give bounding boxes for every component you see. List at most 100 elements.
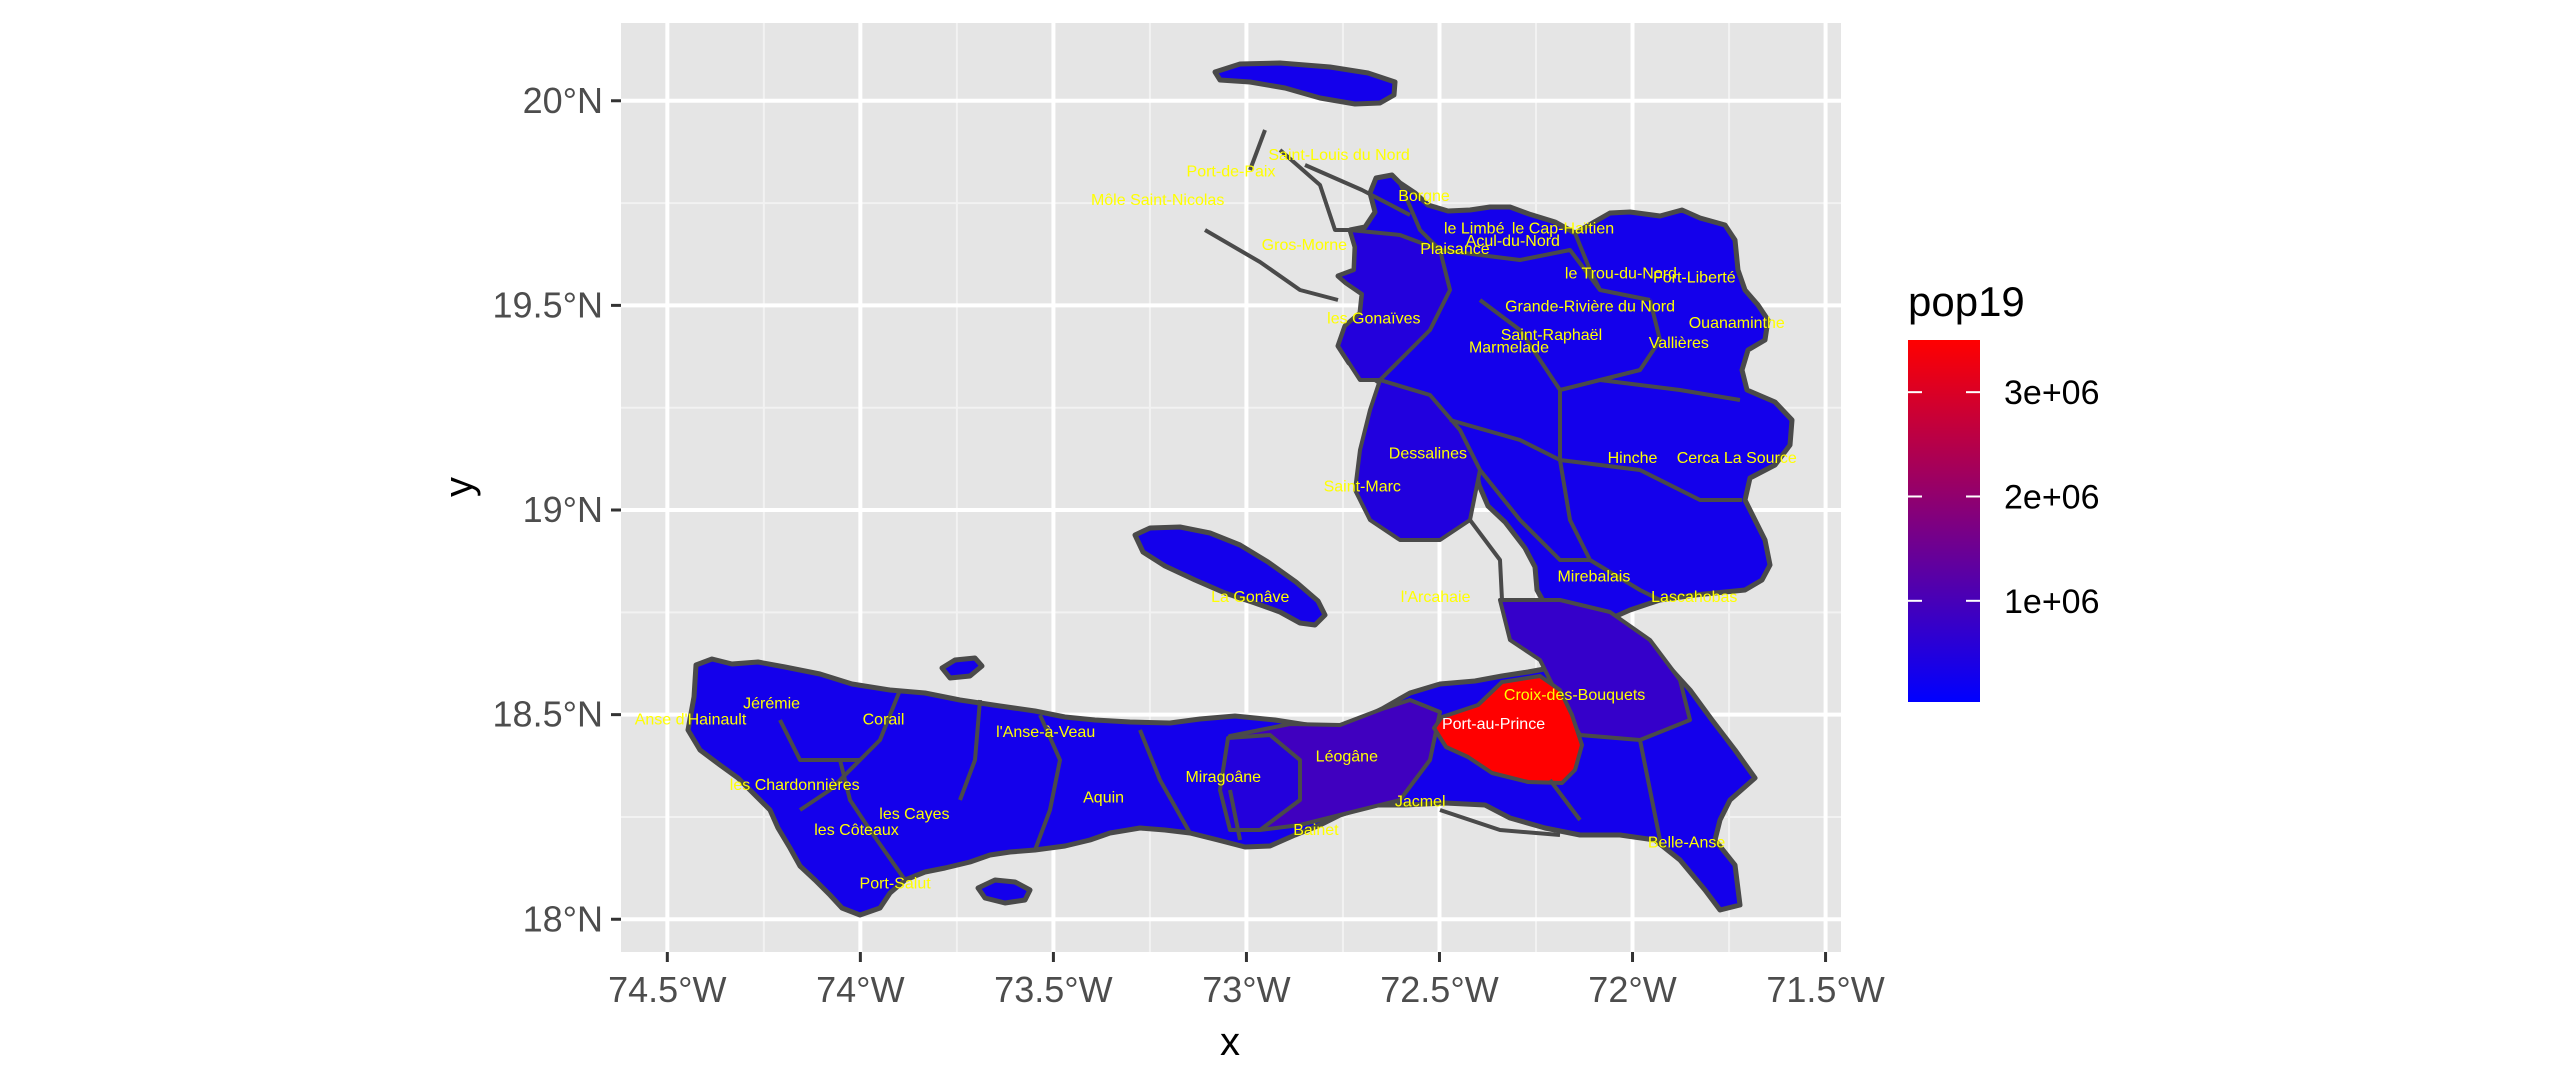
region-border <box>1398 182 1442 252</box>
region-label: Môle Saint-Nicolas <box>1091 192 1224 209</box>
legend-label: 3e+06 <box>2004 374 2100 412</box>
y-tick-label: 20°N <box>523 80 603 121</box>
region-border <box>1449 418 1561 462</box>
region-border <box>1559 458 1742 502</box>
region-label: Jérémie <box>743 695 800 712</box>
y-tick-label: 19.5°N <box>493 284 603 325</box>
region-label: les Gonaïves <box>1327 311 1420 328</box>
x-tick-label: 74°W <box>816 969 904 1010</box>
region-label: Port-Salut <box>860 875 932 892</box>
region-border <box>1228 789 1242 841</box>
region-border <box>958 699 982 801</box>
region-mirago-ne <box>1218 733 1302 832</box>
legend-label: 2e+06 <box>2004 478 2100 516</box>
region-label: Grande-Rivière du Nord <box>1505 298 1675 315</box>
region-label: Miragoâne <box>1185 769 1261 786</box>
region-label: Corail <box>863 712 905 729</box>
ile-a-vache <box>975 877 1033 906</box>
region-border <box>1248 129 1267 171</box>
region-borders <box>778 129 1742 882</box>
region-border <box>1033 714 1062 851</box>
region-label: Léogâne <box>1316 749 1378 766</box>
region-border <box>1638 739 1662 841</box>
region-label: Saint-Marc <box>1324 478 1401 495</box>
region-border <box>1599 378 1741 402</box>
x-tick-label: 72.5°W <box>1380 969 1498 1010</box>
x-axis-title: x <box>1220 1020 1240 1064</box>
region-border <box>840 689 902 762</box>
region-label: Port-au-Prince <box>1442 716 1545 733</box>
x-tick-label: 74.5°W <box>608 969 726 1010</box>
region-border <box>1138 729 1192 834</box>
region-label: Gros-Morne <box>1262 237 1347 254</box>
region-border <box>1439 808 1561 837</box>
region-label: Saint-Louis du Nord <box>1268 147 1409 164</box>
region-border <box>1304 163 1411 217</box>
region-label: Cerca La Source <box>1677 450 1797 467</box>
x-axis: 74.5°W 74°W 73.5°W 73°W 72.5°W 72°W 71.5°W <box>608 952 1885 1010</box>
region-labels: Môle Saint-Nicolas Port-de-PaixSaint-Loui… <box>635 147 1797 892</box>
x-tick-label: 73°W <box>1202 969 1290 1010</box>
region-border <box>838 759 907 882</box>
region-label: Borgne <box>1398 188 1450 205</box>
y-axis-title: y <box>437 477 481 497</box>
cayemites-islet <box>939 655 985 681</box>
region-border <box>1478 298 1562 460</box>
region-label: Saint-Raphaël <box>1501 327 1602 344</box>
x-tick-label: 73.5°W <box>994 969 1112 1010</box>
region-border <box>1573 232 1602 291</box>
region-port-au-prince <box>1432 674 1584 785</box>
region-label: Acul-du-Nord <box>1466 233 1560 250</box>
region-label: l'Anse-à-Veau <box>996 724 1095 741</box>
region-label: Jacmel <box>1395 794 1446 811</box>
region-border <box>798 758 862 812</box>
region-label: Bainet <box>1293 822 1339 839</box>
region-label: Ouanaminthe <box>1689 315 1785 332</box>
region-label: Dessalines <box>1389 446 1467 463</box>
region-border <box>778 719 840 762</box>
region-label: le Limbé <box>1444 221 1505 238</box>
region-label: Croix-des-Bouquets <box>1504 687 1645 704</box>
region-label: Fort-Liberté <box>1653 270 1736 287</box>
region-les-gona-ves <box>1336 228 1452 382</box>
region-label: les Cayes <box>879 806 949 823</box>
region-label: Lascahobas <box>1651 589 1737 606</box>
x-tick-label: 71.5°W <box>1766 969 1884 1010</box>
legend-ticks: 3e+06 2e+06 1e+06 <box>1908 374 2100 621</box>
region-label: Plaisance <box>1420 241 1489 258</box>
region-border <box>1439 248 1651 302</box>
region-label: Port-de-Paix <box>1187 163 1276 180</box>
region-saint-marc <box>1353 378 1482 542</box>
region-label: Belle-Anse <box>1648 835 1725 852</box>
region-border <box>1468 518 1504 601</box>
region-label: Hinche <box>1608 450 1658 467</box>
region-border <box>1548 778 1582 822</box>
x-tick-label: 72°W <box>1588 969 1676 1010</box>
y-tick-label: 18°N <box>523 898 603 939</box>
region-label: le Trou-du-Nord <box>1565 266 1677 283</box>
region-label: les Chardonnières <box>730 777 860 794</box>
haiti-map <box>685 60 1795 918</box>
legend-title: pop19 <box>1908 278 2025 325</box>
region-label: Vallières <box>1649 335 1709 352</box>
region-label: l'Arcahaie <box>1401 589 1471 606</box>
region-label: Marmelade <box>1469 339 1549 356</box>
region-croix-des-bouquets <box>1498 598 1692 742</box>
ile-de-la-tortue <box>1212 60 1398 107</box>
y-tick-label: 18.5°N <box>493 694 603 735</box>
region-label: le Cap-Haïtien <box>1512 221 1614 238</box>
y-axis: 18°N 18.5°N 19°N 19.5°N 20°N <box>493 80 621 939</box>
region-border <box>1278 148 1350 232</box>
legend-colorbar <box>1908 340 1980 702</box>
y-tick-label: 19°N <box>523 489 603 530</box>
region-border <box>1559 299 1662 392</box>
ile-de-la-gonave <box>1132 524 1328 628</box>
region-border <box>1478 468 1590 562</box>
region-label: Anse d'Hainault <box>635 712 747 729</box>
region-label: Aquin <box>1083 789 1124 806</box>
legend-label: 1e+06 <box>2004 583 2100 621</box>
region-label: Mirebalais <box>1557 568 1630 585</box>
region-label: les Côteaux <box>814 822 899 839</box>
color-legend: pop19 3e+06 2e+06 1e+06 <box>1908 278 2100 702</box>
